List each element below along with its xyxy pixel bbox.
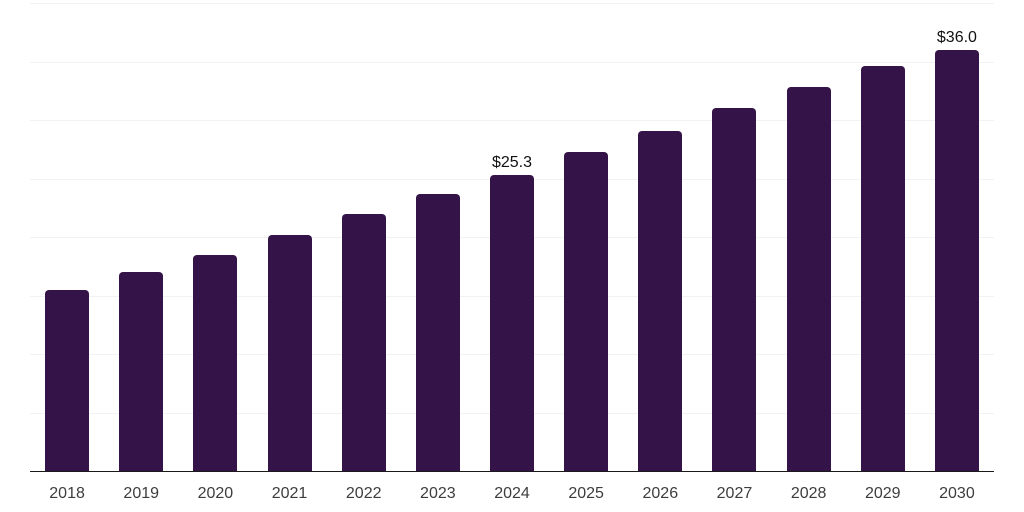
x-axis-label-2021: 2021 [271, 485, 308, 502]
bar-2029[interactable] [860, 66, 905, 471]
bar-2019[interactable] [119, 272, 164, 471]
x-axis-label-2019: 2019 [123, 485, 160, 502]
x-axis-label-2023: 2023 [420, 485, 456, 502]
bar-2020[interactable] [193, 254, 238, 471]
gridline-35 [30, 61, 994, 63]
bar-2028[interactable] [786, 87, 831, 471]
x-axis-label-2026: 2026 [642, 485, 679, 502]
data-label-2024: $25.3 [491, 153, 533, 171]
x-axis-line [30, 470, 994, 472]
bar-2030[interactable] [934, 49, 979, 471]
x-axis-label-2020: 2020 [197, 485, 234, 502]
x-axis-label-2028: 2028 [790, 485, 827, 502]
bar-2027[interactable] [712, 108, 757, 471]
x-axis-label-2024: 2024 [494, 485, 530, 502]
gridline-40 [30, 3, 994, 4]
x-axis-label-2029: 2029 [864, 485, 901, 502]
bar-2021[interactable] [267, 234, 312, 471]
x-axis-label-2027: 2027 [716, 485, 753, 502]
bar-2018[interactable] [45, 289, 90, 471]
bar-2024[interactable] [490, 174, 534, 471]
gridline-30 [30, 120, 994, 121]
bar-2023[interactable] [415, 193, 460, 471]
x-axis-label-2025: 2025 [568, 485, 604, 502]
x-axis-label-2018: 2018 [49, 485, 85, 502]
x-axis-label-2030: 2030 [939, 485, 975, 502]
bar-2025[interactable] [564, 151, 609, 471]
bar-2022[interactable] [341, 213, 386, 471]
x-axis-label-2022: 2022 [345, 485, 382, 502]
bar-2026[interactable] [638, 130, 683, 471]
data-label-2030: $36.0 [936, 28, 977, 46]
